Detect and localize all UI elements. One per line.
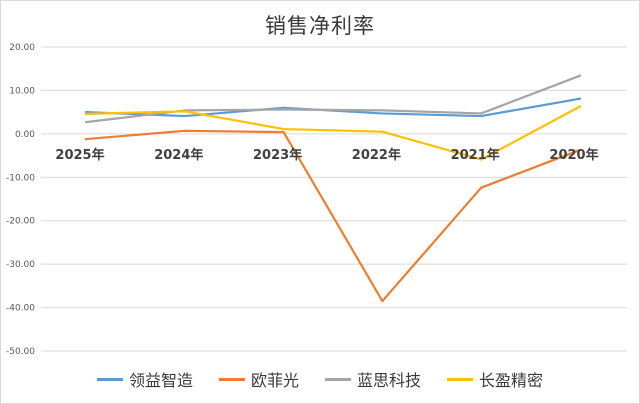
x-tick-label: 2024年 bbox=[154, 147, 203, 163]
data-point bbox=[480, 112, 483, 115]
data-point bbox=[84, 111, 88, 114]
data-point bbox=[183, 114, 186, 118]
x-tick-label: 2021年 bbox=[451, 147, 500, 163]
data-point bbox=[381, 109, 384, 112]
data-point bbox=[282, 127, 285, 131]
x-tick-label: 2025年 bbox=[55, 147, 104, 163]
legend-item: 领益智造 bbox=[96, 367, 193, 391]
data-point bbox=[84, 121, 88, 124]
y-tick-label: -30.00 bbox=[6, 260, 35, 270]
legend-swatch bbox=[218, 377, 245, 381]
legend-label: 长盈精密 bbox=[479, 371, 544, 390]
y-tick-label: 0.00 bbox=[15, 130, 35, 140]
legend-swatch bbox=[96, 377, 123, 381]
series-line-4 bbox=[84, 105, 582, 161]
data-point bbox=[480, 158, 483, 161]
data-point bbox=[578, 148, 582, 152]
y-tick-label: -50.00 bbox=[6, 347, 35, 357]
data-point bbox=[84, 112, 88, 115]
data-point bbox=[282, 108, 285, 111]
data-point bbox=[183, 110, 186, 113]
data-point bbox=[480, 186, 483, 189]
legend-item: 蓝思科技 bbox=[325, 367, 421, 391]
legend-item: 长盈精密 bbox=[447, 367, 543, 391]
data-point bbox=[578, 97, 582, 100]
data-point bbox=[282, 131, 285, 134]
data-point bbox=[381, 112, 384, 115]
data-point bbox=[84, 137, 88, 141]
y-tick-label: -40.00 bbox=[6, 304, 35, 314]
legend-swatch bbox=[325, 377, 351, 381]
x-tick-label: 2023年 bbox=[253, 147, 302, 163]
legend-label: 领益智造 bbox=[128, 371, 193, 390]
data-point bbox=[381, 130, 384, 133]
legend-swatch bbox=[447, 377, 474, 381]
y-tick-label: 20.00 bbox=[9, 43, 35, 53]
data-point bbox=[183, 129, 186, 132]
chart-title: 销售净利率 bbox=[265, 14, 375, 38]
chart-legend: 领益智造 欧菲光 蓝思科技 长盈精密 bbox=[1, 367, 639, 391]
legend-label: 欧菲光 bbox=[250, 371, 299, 390]
y-tick-label: -10.00 bbox=[6, 173, 35, 183]
data-point bbox=[282, 106, 285, 109]
x-tick-label: 2020年 bbox=[549, 147, 598, 163]
x-tick-label: 2022年 bbox=[352, 147, 401, 163]
data-point bbox=[578, 74, 582, 77]
y-tick-label: -20.00 bbox=[6, 217, 35, 227]
data-point bbox=[578, 105, 582, 108]
data-point bbox=[480, 114, 483, 118]
data-point bbox=[381, 299, 384, 303]
series-line-2 bbox=[84, 129, 582, 303]
legend-item: 欧菲光 bbox=[218, 367, 299, 391]
y-tick-label: 10.00 bbox=[9, 86, 35, 96]
legend-label: 蓝思科技 bbox=[357, 371, 422, 390]
